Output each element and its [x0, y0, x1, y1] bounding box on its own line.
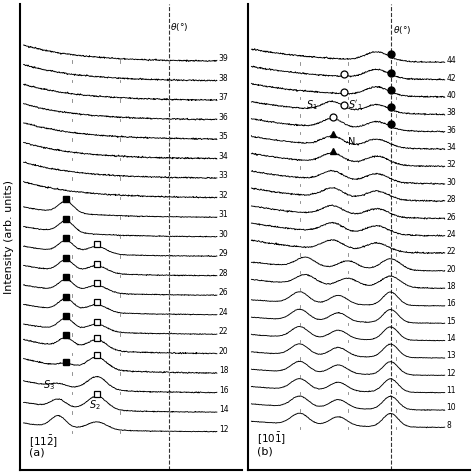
Text: 30: 30	[447, 178, 456, 187]
Text: 16: 16	[447, 299, 456, 308]
Text: 34: 34	[447, 143, 456, 152]
Text: 12: 12	[447, 369, 456, 378]
Text: 12: 12	[219, 425, 228, 434]
Text: 10: 10	[447, 403, 456, 412]
Text: 26: 26	[219, 288, 228, 297]
Y-axis label: Intensity (arb. units): Intensity (arb. units)	[4, 180, 14, 294]
Text: 13: 13	[447, 351, 456, 360]
Text: $\theta(°)$: $\theta(°)$	[171, 21, 189, 33]
Text: 18: 18	[219, 366, 228, 375]
Text: 40: 40	[447, 91, 456, 100]
Text: 20: 20	[447, 264, 456, 273]
Text: 35: 35	[219, 132, 228, 141]
Text: N: N	[348, 137, 356, 147]
Text: 36: 36	[219, 113, 228, 122]
Text: 8: 8	[447, 421, 451, 430]
Text: 38: 38	[219, 73, 228, 82]
Text: $S'_1$: $S'_1$	[348, 98, 363, 112]
Text: 30: 30	[219, 229, 228, 238]
Text: $[10\bar{1}]$: $[10\bar{1}]$	[257, 430, 286, 446]
Text: 39: 39	[219, 54, 228, 63]
Text: $S_3$: $S_3$	[43, 379, 55, 392]
Text: 32: 32	[447, 161, 456, 170]
Text: 28: 28	[447, 195, 456, 204]
Text: 42: 42	[447, 73, 456, 82]
Text: 24: 24	[219, 308, 228, 317]
Text: 22: 22	[447, 247, 456, 256]
Text: 28: 28	[219, 269, 228, 278]
Text: 36: 36	[447, 126, 456, 135]
Text: 20: 20	[219, 346, 228, 356]
Text: 44: 44	[447, 56, 456, 65]
Text: (a): (a)	[29, 448, 45, 458]
Text: $S_2$: $S_2$	[89, 398, 101, 412]
Text: 29: 29	[219, 249, 228, 258]
Text: 33: 33	[219, 171, 228, 180]
Text: 37: 37	[219, 93, 228, 102]
Text: 26: 26	[447, 212, 456, 221]
Text: 14: 14	[219, 405, 228, 414]
Text: 38: 38	[447, 109, 456, 118]
Text: (b): (b)	[257, 447, 273, 456]
Text: 22: 22	[219, 327, 228, 336]
Text: 16: 16	[219, 385, 228, 394]
Text: 18: 18	[447, 282, 456, 291]
Text: 31: 31	[219, 210, 228, 219]
Text: $S_1$: $S_1$	[306, 98, 317, 112]
Text: 14: 14	[447, 334, 456, 343]
Text: 34: 34	[219, 152, 228, 161]
Text: 15: 15	[447, 317, 456, 326]
Text: $[11\bar{2}]$: $[11\bar{2}]$	[29, 433, 58, 449]
Text: 11: 11	[447, 386, 456, 395]
Text: $\theta(°)$: $\theta(°)$	[392, 25, 411, 36]
Text: 24: 24	[447, 230, 456, 239]
Text: 32: 32	[219, 191, 228, 200]
